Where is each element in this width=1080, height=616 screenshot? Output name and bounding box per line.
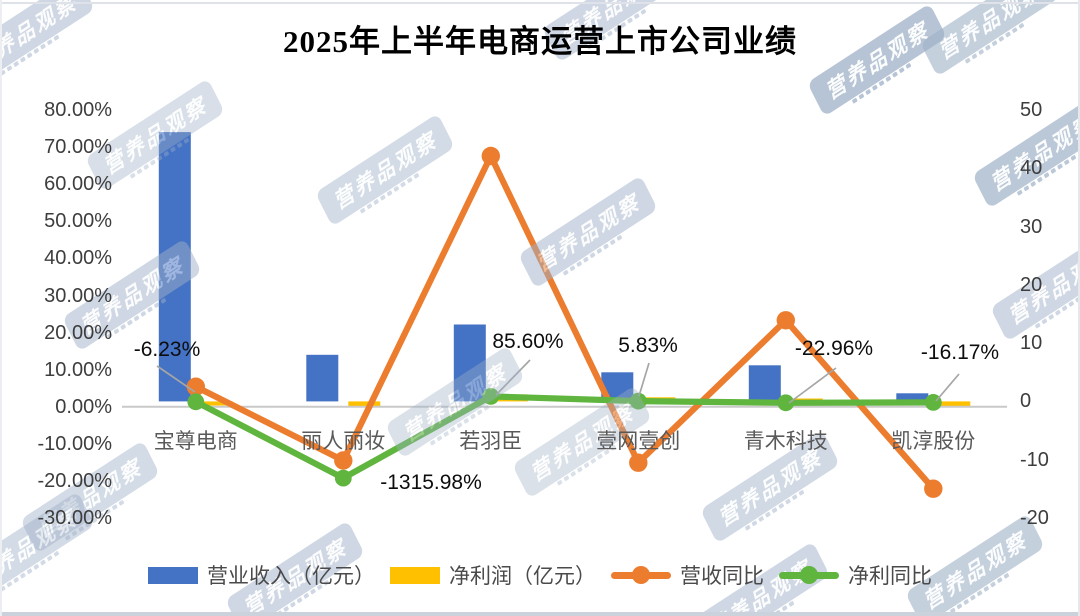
bar-revenue-凯淳股份 [896, 393, 929, 402]
data-label--16.17%: -16.17% [920, 341, 1000, 364]
y-axis-tick-left: -10.00% [37, 432, 113, 455]
bar-revenue-丽人丽妆 [306, 354, 339, 402]
y-axis-tick-left: 30.00% [44, 284, 112, 307]
legend-item-revenue-bar: 营业收入（亿元） [148, 560, 375, 590]
y-axis-tick-left: 50.00% [44, 210, 112, 233]
data-label-leader-line [935, 373, 960, 402]
y-axis-tick-left: -20.00% [37, 469, 113, 492]
marker-净利同比-青木科技 [777, 394, 795, 412]
data-label-85.60%: 85.60% [492, 330, 564, 353]
marker-营收同比-宝尊电商 [186, 377, 205, 396]
legend-label-revenue-bar: 营业收入（亿元） [207, 565, 375, 588]
y-axis-tick-left: -30.00% [37, 507, 113, 529]
y-axis-tick-right: -20 [1020, 507, 1049, 529]
category-label-青木科技: 青木科技 [743, 430, 828, 453]
bar-netprofit-宝尊电商 [200, 401, 233, 406]
bar-revenue-青木科技 [748, 365, 781, 402]
data-label--22.96%: -22.96% [794, 337, 874, 360]
legend-item-netprofit-yoy-line: 净利同比 [779, 560, 932, 590]
legend-swatch-netprofit-bar [390, 566, 440, 584]
legend-label-netprofit-bar: 净利润（亿元） [449, 565, 596, 588]
top-edge-line [0, 2, 1080, 4]
marker-营收同比-丽人丽妆 [334, 451, 353, 470]
legend-marker-dot-icon [632, 566, 650, 584]
y-axis-tick-right: 20 [1020, 273, 1043, 296]
marker-净利同比-壹网壹创 [629, 392, 647, 410]
y-axis-tick-right: 10 [1020, 332, 1043, 355]
y-axis-tick-left: 60.00% [44, 173, 112, 196]
y-axis-tick-left: 40.00% [44, 247, 112, 270]
category-label-若羽臣: 若羽臣 [459, 430, 523, 453]
marker-营收同比-壹网壹创 [629, 453, 648, 472]
legend-marker-dot-icon [800, 566, 818, 584]
data-label-5.83%: 5.83% [618, 334, 678, 357]
bar-netprofit-凯淳股份 [938, 401, 971, 407]
data-label-leader-line [495, 359, 531, 396]
marker-净利同比-若羽臣 [482, 388, 500, 405]
category-label-壹网壹创: 壹网壹创 [596, 430, 681, 453]
y-axis-tick-left: 0.00% [55, 395, 112, 418]
chart-legend: 营业收入（亿元） 净利润（亿元） 营收同比 净利同比 [0, 560, 1080, 590]
y-axis-tick-left: 80.00% [44, 99, 112, 121]
y-axis-tick-right: 0 [1020, 390, 1032, 413]
bottom-edge-line [0, 612, 1080, 616]
marker-营收同比-凯淳股份 [924, 479, 943, 498]
y-axis-tick-right: 40 [1020, 157, 1043, 180]
line-营收同比 [192, 152, 937, 492]
data-label-leader-line [638, 362, 650, 397]
y-axis-tick-left: 70.00% [44, 136, 112, 159]
left-edge-line [0, 0, 2, 616]
marker-营收同比-若羽臣 [481, 146, 500, 166]
category-label-丽人丽妆: 丽人丽妆 [301, 430, 386, 453]
data-label-leader-line [156, 365, 196, 393]
legend-swatch-revenue-yoy-line [611, 566, 671, 584]
legend-swatch-revenue-bar [148, 566, 198, 584]
bar-netprofit-丽人丽妆 [348, 401, 381, 407]
data-label--1315.98%: -1315.98% [380, 471, 482, 494]
y-axis-tick-right: -10 [1020, 448, 1049, 471]
y-axis-tick-right: 30 [1020, 215, 1043, 238]
bar-revenue-若羽臣 [453, 324, 486, 402]
chart-title: 2025年上半年电商运营上市公司业绩 [283, 24, 797, 59]
marker-净利同比-丽人丽妆 [334, 469, 352, 487]
marker-营收同比-青木科技 [776, 311, 795, 330]
category-label-宝尊电商: 宝尊电商 [153, 430, 238, 453]
legend-item-revenue-yoy-line: 营收同比 [611, 560, 764, 590]
legend-swatch-netprofit-yoy-line [779, 566, 839, 584]
line-净利同比 [192, 393, 937, 482]
marker-净利同比-宝尊电商 [187, 393, 205, 411]
legend-label-revenue-yoy: 营收同比 [680, 565, 764, 588]
y-axis-tick-left: 20.00% [44, 321, 112, 344]
category-label-凯淳股份: 凯淳股份 [891, 430, 976, 453]
y-axis-tick-right: 50 [1020, 99, 1043, 121]
data-label--6.23%: -6.23% [133, 338, 201, 361]
y-axis-tick-left: 10.00% [44, 358, 112, 381]
legend-item-netprofit-bar: 净利润（亿元） [390, 560, 596, 590]
data-label-leader-line [788, 367, 837, 404]
legend-label-netprofit-yoy: 净利同比 [848, 565, 932, 588]
